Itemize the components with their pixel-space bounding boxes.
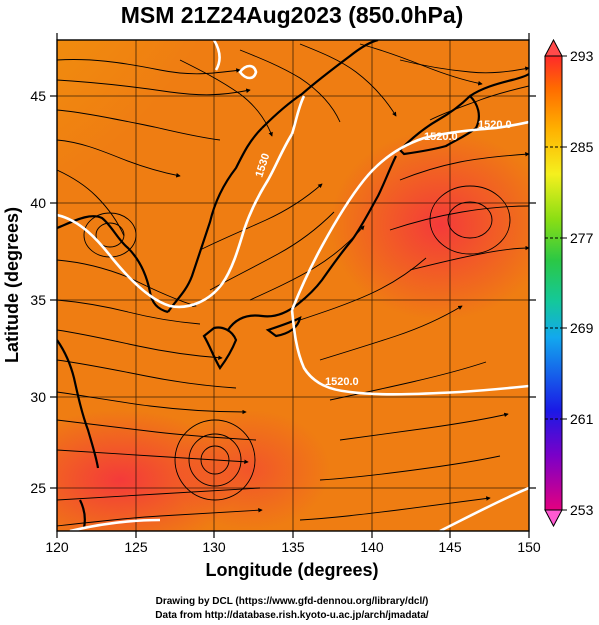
x-tick-label: 130 bbox=[202, 539, 226, 555]
colorbar-tick-label: 261 bbox=[570, 411, 594, 427]
coast-korea-west bbox=[57, 215, 169, 314]
graticule bbox=[57, 40, 529, 531]
coast-kyushu bbox=[202, 326, 238, 370]
colorbar-tick-label: 285 bbox=[570, 139, 594, 155]
x-axis-label: Longitude (degrees) bbox=[205, 560, 378, 580]
y-tick-label: 45 bbox=[30, 88, 46, 104]
y-axis-label: Latitude (degrees) bbox=[2, 207, 22, 363]
contour-1530-west bbox=[57, 133, 294, 309]
contour-1530-north bbox=[290, 95, 306, 135]
colorbar-lower-arrow bbox=[544, 509, 563, 528]
colorbar-tick-label: 253 bbox=[570, 502, 594, 518]
contour-1520-north bbox=[290, 120, 529, 311]
contour-north-small bbox=[212, 40, 221, 71]
y-tick-label: 35 bbox=[30, 292, 46, 308]
y-tick-label: 40 bbox=[30, 195, 46, 211]
contour-closed-small bbox=[238, 64, 258, 80]
y-tick-label: 25 bbox=[30, 480, 46, 496]
coast-hokkaido bbox=[398, 94, 480, 156]
warm-region-south-central bbox=[170, 410, 330, 530]
x-tick-label: 145 bbox=[438, 539, 462, 555]
contour-south-west bbox=[69, 518, 161, 531]
credit-data: Data from http://database.rish.kyoto-u.a… bbox=[155, 610, 429, 621]
warm-region-east bbox=[330, 130, 529, 320]
colorbar: 293 285 277 269 261 253 bbox=[544, 38, 594, 528]
x-tick-label: 140 bbox=[360, 539, 384, 555]
coast-taiwan bbox=[79, 499, 86, 529]
coast-honshu bbox=[227, 155, 397, 331]
contour-label: 1520.0 bbox=[325, 376, 359, 388]
y-axis: 25 30 35 40 45 Latitude (degrees) bbox=[2, 88, 536, 496]
contour-label: 1520.0 bbox=[478, 119, 512, 131]
colorbar-scale bbox=[544, 55, 563, 511]
colorbar-tick-label: 269 bbox=[570, 320, 594, 336]
streamlines bbox=[57, 43, 529, 527]
credit-drawing: Drawing by DCL (https://www.gfd-dennou.o… bbox=[156, 596, 429, 607]
contour-south-east bbox=[439, 486, 529, 531]
geopotential-contours bbox=[57, 40, 529, 531]
colorbar-tick-label: 277 bbox=[570, 230, 594, 246]
x-tick-label: 125 bbox=[124, 539, 148, 555]
coast-shikoku bbox=[265, 316, 302, 338]
y-tick-label: 30 bbox=[30, 389, 46, 405]
chart-title: MSM 21Z24Aug2023 (850.0hPa) bbox=[121, 2, 464, 28]
map-panel: 1520.0 1520.0 1530 1520.0 bbox=[57, 40, 529, 531]
coast-china bbox=[57, 339, 100, 469]
cool-region-northwest bbox=[57, 40, 250, 232]
contour-1520-south bbox=[290, 309, 529, 396]
colorbar-upper-arrow bbox=[544, 38, 563, 57]
colorbar-tick-label: 293 bbox=[570, 48, 594, 64]
x-tick-label: 150 bbox=[517, 539, 541, 555]
x-axis: 120 125 130 135 140 145 150 Longitude (d… bbox=[45, 33, 541, 580]
coast-korea-east bbox=[167, 127, 263, 313]
x-tick-label: 120 bbox=[45, 539, 69, 555]
x-tick-label: 135 bbox=[281, 539, 305, 555]
coast-kuril bbox=[469, 73, 529, 97]
contour-label: 1520.0 bbox=[424, 131, 458, 143]
